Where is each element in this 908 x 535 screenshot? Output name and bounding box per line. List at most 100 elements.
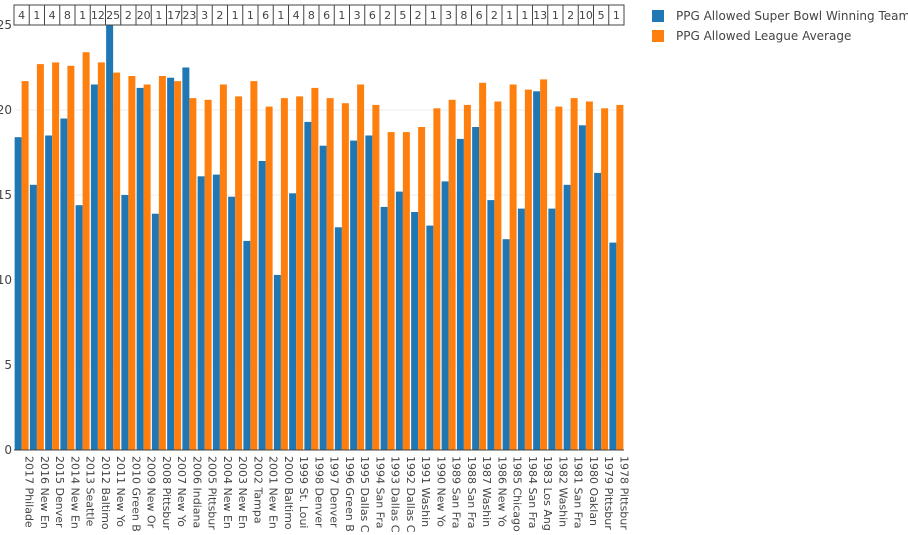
bar-league-average[interactable] [36, 64, 44, 450]
x-tick-label: 2013 Seattle [84, 456, 97, 527]
bar-league-average[interactable] [479, 82, 487, 451]
rank-label: 25 [106, 9, 120, 22]
bar-winning-team[interactable] [426, 225, 434, 450]
bar-winning-team[interactable] [350, 140, 358, 450]
bar-league-average[interactable] [280, 98, 288, 450]
rank-label: 8 [308, 9, 315, 22]
bar-league-average[interactable] [509, 84, 517, 451]
bar-league-average[interactable] [418, 127, 426, 450]
bar-winning-team[interactable] [533, 91, 541, 451]
bar-league-average[interactable] [204, 99, 212, 451]
bar-winning-team[interactable] [456, 138, 464, 450]
bar-winning-team[interactable] [60, 118, 68, 451]
bar-winning-team[interactable] [151, 213, 159, 450]
bar-league-average[interactable] [158, 76, 166, 450]
bar-league-average[interactable] [387, 132, 395, 450]
legend-label-winning-team: PPG Allowed Super Bowl Winning Team [676, 9, 908, 23]
bar-league-average[interactable] [235, 96, 243, 451]
bar-winning-team[interactable] [517, 208, 525, 450]
bar-league-average[interactable] [402, 132, 410, 450]
bar-league-average[interactable] [128, 76, 136, 450]
x-tick-label: 2001 New En [267, 456, 280, 529]
bar-league-average[interactable] [448, 99, 456, 451]
bar-league-average[interactable] [601, 108, 609, 451]
bar-league-average[interactable] [540, 79, 548, 451]
bar-league-average[interactable] [585, 101, 593, 451]
legend[interactable]: PPG Allowed Super Bowl Winning Team PPG … [652, 9, 908, 43]
bar-league-average[interactable] [97, 62, 105, 451]
bar-league-average[interactable] [219, 84, 227, 451]
legend-item-league-average[interactable]: PPG Allowed League Average [652, 29, 851, 43]
bar-winning-team[interactable] [609, 242, 617, 450]
bar-winning-team[interactable] [441, 181, 449, 450]
bar-league-average[interactable] [296, 96, 304, 451]
x-tick-label: 2010 Green B [129, 456, 142, 532]
bar-league-average[interactable] [250, 81, 258, 450]
bar-winning-team[interactable] [487, 200, 495, 450]
x-tick-label: 2011 New Yo [114, 456, 127, 527]
bar-winning-team[interactable] [106, 25, 114, 450]
bar-league-average[interactable] [570, 98, 578, 450]
bar-winning-team[interactable] [228, 196, 236, 450]
x-tick-label: 2005 Pittsbur [206, 456, 219, 530]
bar-league-average[interactable] [67, 65, 75, 451]
bar-winning-team[interactable] [14, 137, 22, 450]
bar-winning-team[interactable] [289, 193, 297, 451]
bar-winning-team[interactable] [563, 184, 571, 451]
rank-label: 1 [338, 9, 345, 22]
bar-winning-team[interactable] [334, 227, 342, 450]
bar-league-average[interactable] [341, 103, 349, 450]
bar-winning-team[interactable] [212, 174, 220, 450]
bar-winning-team[interactable] [319, 145, 327, 450]
x-tick-label: 1983 Los Ang [541, 456, 554, 531]
bar-winning-team[interactable] [502, 239, 510, 450]
bar-winning-team[interactable] [136, 87, 144, 451]
bar-winning-team[interactable] [121, 195, 129, 450]
bar-league-average[interactable] [524, 89, 532, 450]
x-tick-label: 2009 New Or [145, 456, 158, 529]
bar-winning-team[interactable] [45, 135, 53, 451]
bar-winning-team[interactable] [197, 176, 205, 451]
bar-league-average[interactable] [555, 106, 563, 450]
bar-winning-team[interactable] [90, 84, 98, 451]
bar-winning-team[interactable] [365, 135, 373, 451]
bar-league-average[interactable] [463, 104, 471, 451]
bar-winning-team[interactable] [75, 205, 83, 450]
bar-winning-team[interactable] [182, 67, 190, 451]
bar-league-average[interactable] [21, 81, 29, 450]
x-tick-label: 1982 Washin [556, 456, 569, 527]
bar-league-average[interactable] [189, 98, 197, 450]
bar-winning-team[interactable] [29, 184, 37, 451]
bar-winning-team[interactable] [578, 125, 586, 451]
bar-league-average[interactable] [52, 62, 60, 451]
bar-winning-team[interactable] [167, 77, 175, 450]
bar-league-average[interactable] [372, 104, 380, 451]
x-tick-label: 2008 Pittsbur [160, 456, 173, 530]
bar-winning-team[interactable] [380, 206, 388, 450]
bar-winning-team[interactable] [258, 161, 266, 450]
x-tick-label: 2002 Tampa [251, 456, 264, 524]
bar-league-average[interactable] [326, 98, 334, 450]
bar-league-average[interactable] [82, 52, 90, 450]
bar-league-average[interactable] [616, 104, 624, 451]
bar-league-average[interactable] [494, 101, 502, 451]
bar-league-average[interactable] [143, 84, 151, 451]
bar-winning-team[interactable] [411, 212, 419, 450]
bar-league-average[interactable] [357, 84, 365, 451]
bar-winning-team[interactable] [472, 127, 480, 450]
bar-winning-team[interactable] [548, 208, 556, 450]
bar-winning-team[interactable] [243, 240, 251, 450]
bar-winning-team[interactable] [594, 172, 602, 450]
bar-winning-team[interactable] [304, 121, 312, 451]
legend-item-winning-team[interactable]: PPG Allowed Super Bowl Winning Team [652, 9, 908, 23]
bar-winning-team[interactable] [395, 191, 403, 450]
bar-league-average[interactable] [311, 87, 319, 451]
bar-winning-team[interactable] [273, 274, 281, 450]
x-tick-label: 1980 Oaklan [587, 456, 600, 526]
bar-league-average[interactable] [433, 108, 441, 451]
x-tick-label: 2004 New En [221, 456, 234, 529]
bar-league-average[interactable] [174, 81, 182, 450]
bar-league-average[interactable] [265, 106, 273, 450]
bar-league-average[interactable] [113, 72, 121, 450]
rank-label: 2 [415, 9, 422, 22]
